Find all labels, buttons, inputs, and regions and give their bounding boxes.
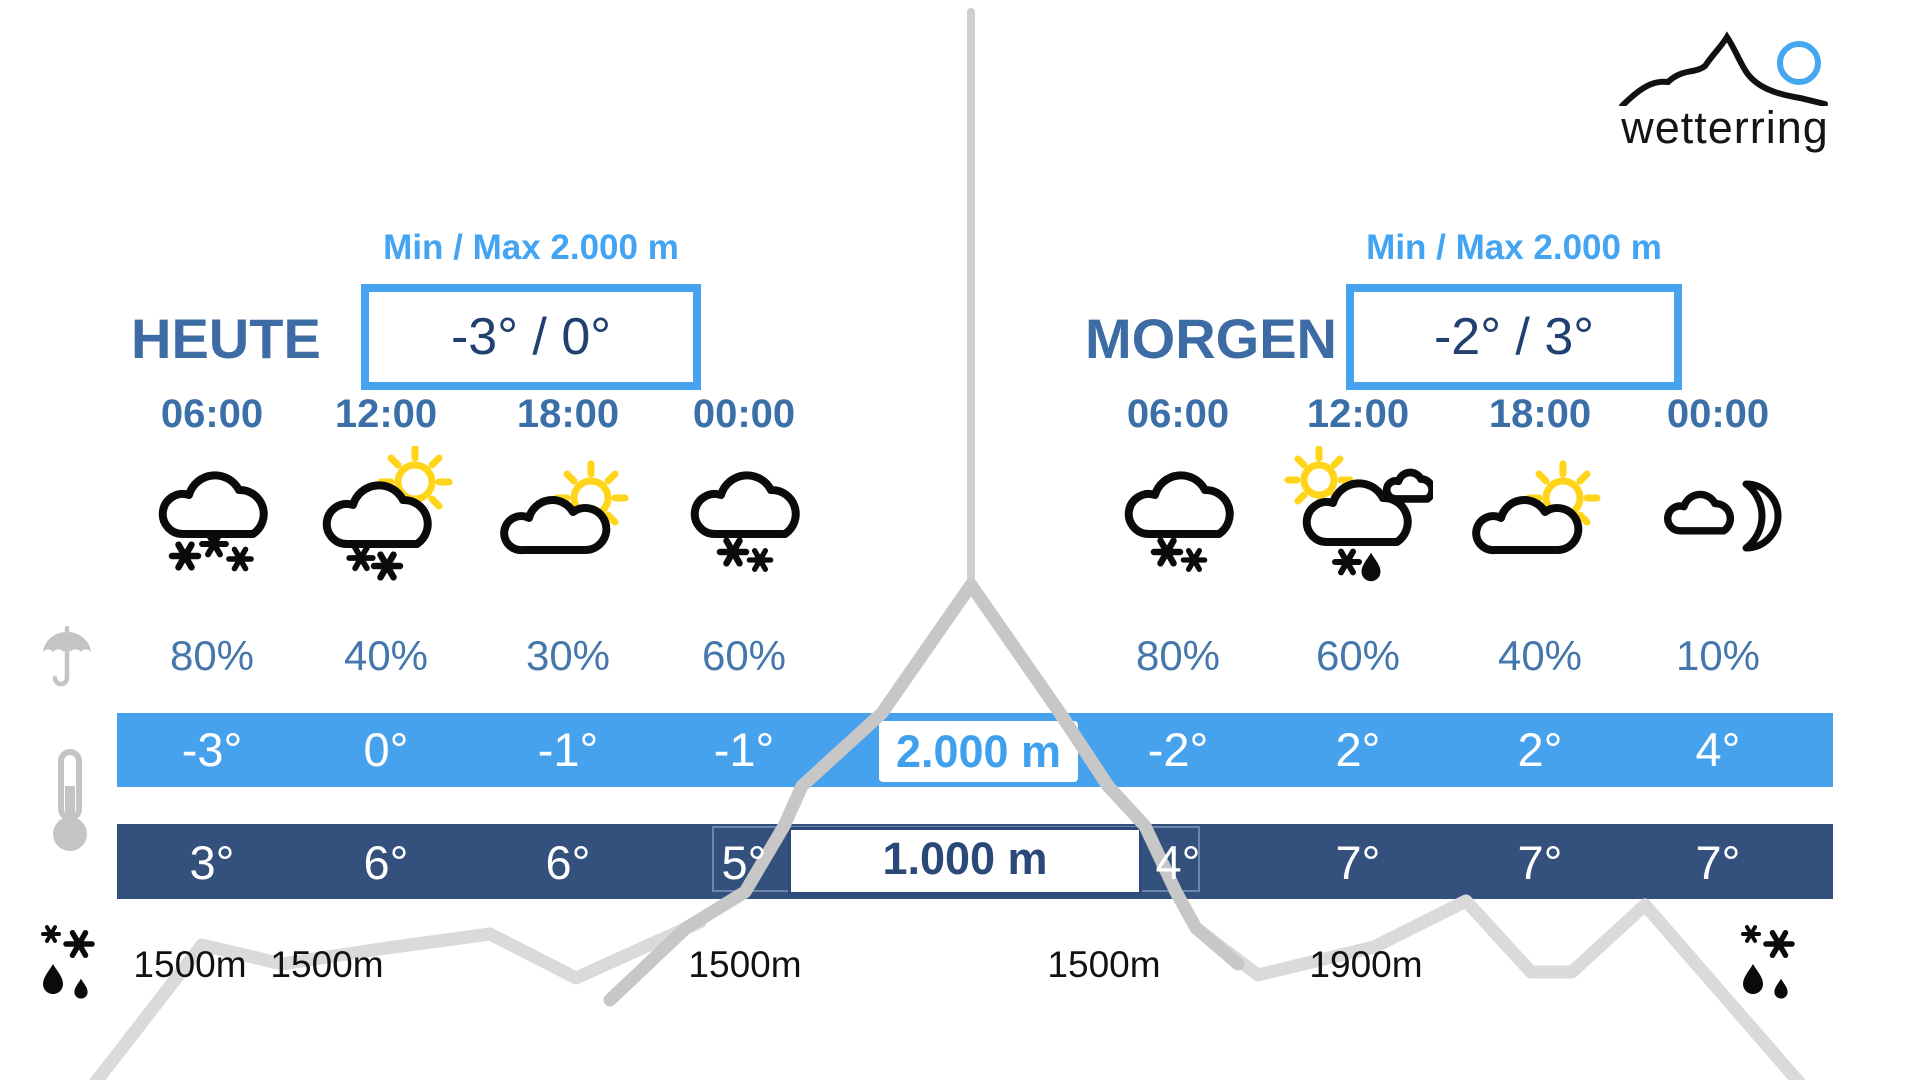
weather-icon <box>1283 446 1433 596</box>
snow-rain-icon <box>1741 925 1795 999</box>
wetterring-logo-icon <box>1619 31 1828 106</box>
temp-1000m: 6° <box>363 836 409 889</box>
precip-probability: 60% <box>1315 632 1401 679</box>
altitude-label-1000m: 1.000 m <box>788 827 1142 895</box>
snow-rain-icon <box>41 925 95 999</box>
day-label-morgen: MORGEN <box>1085 307 1337 370</box>
temp-1000m: 7° <box>1517 836 1563 889</box>
temp-1000m: 4° <box>1155 836 1201 889</box>
minmax-label-heute: Min / Max 2.000 m <box>383 228 679 267</box>
weather-icon <box>311 446 461 596</box>
day-label-heute: HEUTE <box>131 307 321 370</box>
time-label: 12:00 <box>1306 392 1410 436</box>
snow-line-value: 1500m <box>688 944 802 985</box>
time-label: 12:00 <box>334 392 438 436</box>
umbrella-icon <box>43 626 91 687</box>
time-label: 18:00 <box>1488 392 1592 436</box>
precip-probability: 60% <box>701 632 787 679</box>
time-label: 00:00 <box>1666 392 1770 436</box>
snow-line-value: 1500m <box>133 944 247 985</box>
time-label: 18:00 <box>516 392 620 436</box>
temp-1000m: 5° <box>721 836 767 889</box>
temp-2000m: 0° <box>363 723 409 776</box>
weather-icon <box>1643 446 1793 596</box>
weather-icon <box>669 446 819 596</box>
snow-line-value: 1500m <box>270 944 384 985</box>
temp-1000m: 3° <box>189 836 235 889</box>
temp-2000m: -1° <box>537 723 599 776</box>
temp-2000m: -2° <box>1147 723 1209 776</box>
precip-probability: 10% <box>1675 632 1761 679</box>
time-label: 06:00 <box>160 392 264 436</box>
temp-1000m: 7° <box>1335 836 1381 889</box>
temp-2000m: 4° <box>1695 723 1741 776</box>
precip-probability: 30% <box>525 632 611 679</box>
brand-name: wetterring <box>1621 102 1829 153</box>
logo-mountain-line <box>1619 31 1828 106</box>
minmax-box-morgen: -2° / 3° <box>1346 284 1682 390</box>
snow-line-value: 1500m <box>1047 944 1161 985</box>
weather-icon <box>137 446 287 596</box>
temp-2000m: -1° <box>713 723 775 776</box>
temp-2000m: -3° <box>181 723 243 776</box>
minmax-box-heute: -3° / 0° <box>361 284 701 390</box>
snow-line-value: 1900m <box>1309 944 1423 985</box>
altitude-label-2000m: 2.000 m <box>879 721 1078 782</box>
time-label: 00:00 <box>692 392 796 436</box>
weather-icon <box>1465 446 1615 596</box>
minmax-label-morgen: Min / Max 2.000 m <box>1366 228 1662 267</box>
weather-icon <box>1103 446 1253 596</box>
weather-icon <box>493 446 643 596</box>
temp-2000m: 2° <box>1517 723 1563 776</box>
temp-1000m: 7° <box>1695 836 1741 889</box>
temp-1000m: 6° <box>545 836 591 889</box>
thermometer-icon <box>53 749 87 851</box>
time-label: 06:00 <box>1126 392 1230 436</box>
precip-probability: 80% <box>169 632 255 679</box>
precip-probability: 40% <box>343 632 429 679</box>
foothill-ridge-right <box>1189 894 1806 1080</box>
precip-probability: 80% <box>1135 632 1221 679</box>
precip-probability: 40% <box>1497 632 1583 679</box>
temp-2000m: 2° <box>1335 723 1381 776</box>
